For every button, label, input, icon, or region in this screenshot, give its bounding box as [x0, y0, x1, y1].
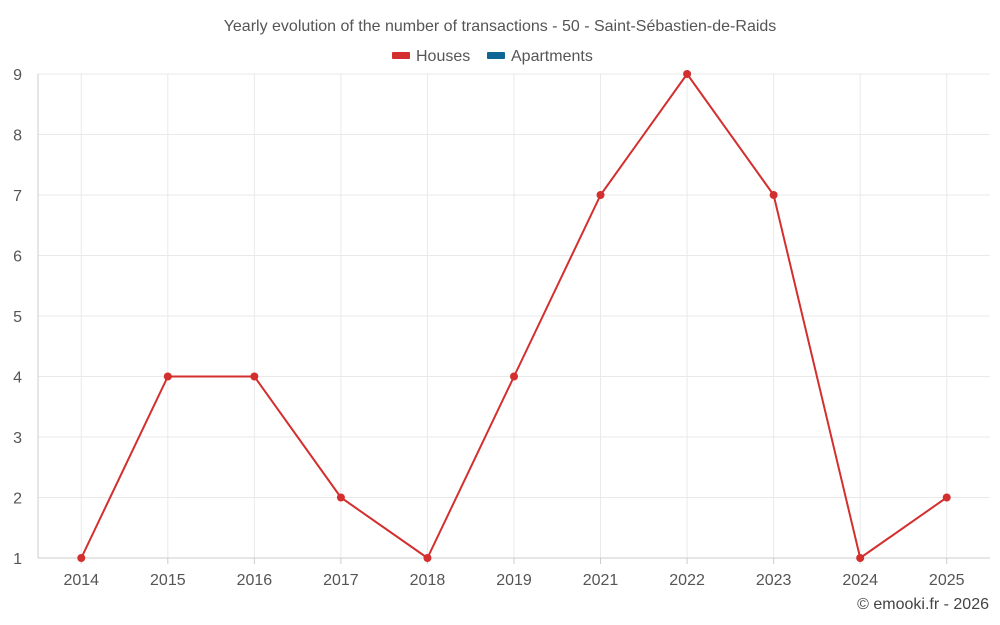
data-point[interactable]	[336, 493, 345, 502]
data-point[interactable]	[683, 70, 692, 78]
y-tick-label: 1	[13, 551, 22, 568]
legend-label-houses[interactable]: Houses	[416, 48, 470, 65]
x-tick-label: 2021	[583, 572, 619, 589]
data-point[interactable]	[856, 554, 865, 562]
legend-swatch-houses	[392, 52, 410, 59]
x-tick-label: 2017	[323, 572, 359, 589]
y-tick-label: 7	[13, 188, 22, 205]
legend[interactable]: Houses Apartments	[392, 48, 593, 65]
y-tick-label: 4	[13, 370, 22, 387]
x-axis-ticks: 2014 2015 2016 2017 2018 2019 2021 2022 2023 2024…	[63, 558, 965, 589]
data-point[interactable]	[77, 554, 86, 562]
x-tick-label: 2014	[63, 572, 99, 589]
x-tick-label: 2024	[842, 572, 878, 589]
x-tick-label: 2022	[669, 572, 705, 589]
data-point[interactable]	[423, 554, 432, 562]
x-gridlines	[80, 74, 948, 558]
credit-text: © emooki.fr - 2026	[857, 596, 989, 613]
data-point[interactable]	[942, 493, 951, 502]
data-point[interactable]	[510, 372, 518, 381]
chart-title: Yearly evolution of the number of transa…	[224, 18, 777, 35]
y-tick-label: 6	[13, 249, 22, 266]
x-tick-label: 2018	[410, 572, 446, 589]
y-tick-label: 5	[13, 309, 22, 326]
x-tick-label: 2015	[150, 572, 186, 589]
legend-swatch-apartments	[487, 52, 505, 59]
y-axis-ticks: 1 2 3 4 5 6 7 8 9	[13, 67, 22, 568]
y-tick-label: 8	[13, 128, 22, 145]
data-point[interactable]	[769, 191, 778, 199]
data-point[interactable]	[163, 372, 172, 381]
data-point[interactable]	[250, 372, 259, 381]
y-tick-label: 9	[13, 67, 22, 84]
x-tick-label: 2016	[237, 572, 273, 589]
x-tick-label: 2019	[496, 572, 532, 589]
x-tick-label: 2025	[929, 572, 965, 589]
y-tick-label: 3	[13, 430, 22, 447]
legend-label-apartments[interactable]: Apartments	[511, 48, 593, 65]
y-tick-label: 2	[13, 491, 22, 508]
series-group	[77, 70, 951, 562]
x-tick-label: 2023	[756, 572, 792, 589]
data-point[interactable]	[596, 191, 605, 199]
